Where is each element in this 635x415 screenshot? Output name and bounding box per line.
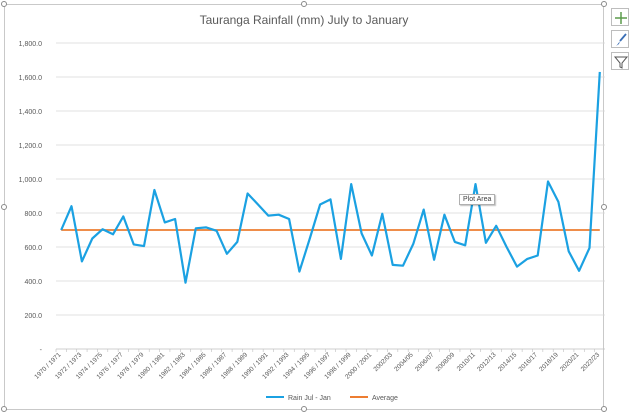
- x-tick-label: 2020/21: [559, 351, 581, 373]
- x-tick-label: 2016/17: [518, 351, 540, 373]
- y-tick-label: 400.0: [24, 279, 42, 286]
- resize-handle-right[interactable]: [601, 204, 607, 210]
- resize-handle-left[interactable]: [1, 204, 7, 210]
- x-tick-label: 2004/05: [393, 351, 415, 373]
- chart-title: Tauranga Rainfall (mm) July to January: [200, 13, 409, 27]
- chart-filters-button[interactable]: [611, 52, 629, 70]
- y-tick-label: 1,800.0: [19, 41, 42, 48]
- chart-legend: Rain Jul - Jan Average: [266, 395, 398, 402]
- x-tick-label: 2022/23: [580, 351, 602, 373]
- x-tick-label: 2012/13: [476, 351, 498, 373]
- filter-icon: [613, 56, 629, 69]
- plot-area-tooltip: Plot Area: [459, 194, 496, 205]
- x-tick-label: 2008/09: [435, 351, 457, 373]
- y-tick-label: 200.0: [24, 313, 42, 320]
- y-tick-label: 800.0: [24, 211, 42, 218]
- y-tick-label: -: [40, 347, 43, 354]
- y-tick-label: 1,200.0: [19, 143, 42, 150]
- x-tick-label: 2002/03: [372, 351, 394, 373]
- chart-elements-button[interactable]: [611, 8, 629, 26]
- resize-handle-top-right[interactable]: [601, 1, 607, 7]
- y-tick-label: 1,000.0: [19, 177, 42, 184]
- resize-handle-bottom[interactable]: [301, 406, 307, 412]
- chart-styles-button[interactable]: [611, 30, 629, 48]
- y-tick-label: 1,600.0: [19, 75, 42, 82]
- x-tick-label: 2014/15: [497, 351, 519, 373]
- plus-icon: [615, 12, 627, 24]
- x-tick-label: 2018/19: [538, 351, 560, 373]
- legend-label: Rain Jul - Jan: [288, 395, 331, 402]
- y-tick-label: 1,400.0: [19, 109, 42, 116]
- resize-handle-bottom-right[interactable]: [601, 406, 607, 412]
- rain-series-line[interactable]: [60, 71, 601, 284]
- chart-area[interactable]: [4, 4, 604, 410]
- resize-handle-top-left[interactable]: [1, 1, 7, 7]
- resize-handle-top[interactable]: [301, 1, 307, 7]
- x-tick-label: 2006/07: [414, 351, 436, 373]
- y-tick-label: 600.0: [24, 245, 42, 252]
- legend-label: Average: [372, 395, 398, 402]
- x-tick-label: 2010/11: [456, 351, 477, 372]
- resize-handle-bottom-left[interactable]: [1, 406, 7, 412]
- brush-icon: [616, 33, 627, 46]
